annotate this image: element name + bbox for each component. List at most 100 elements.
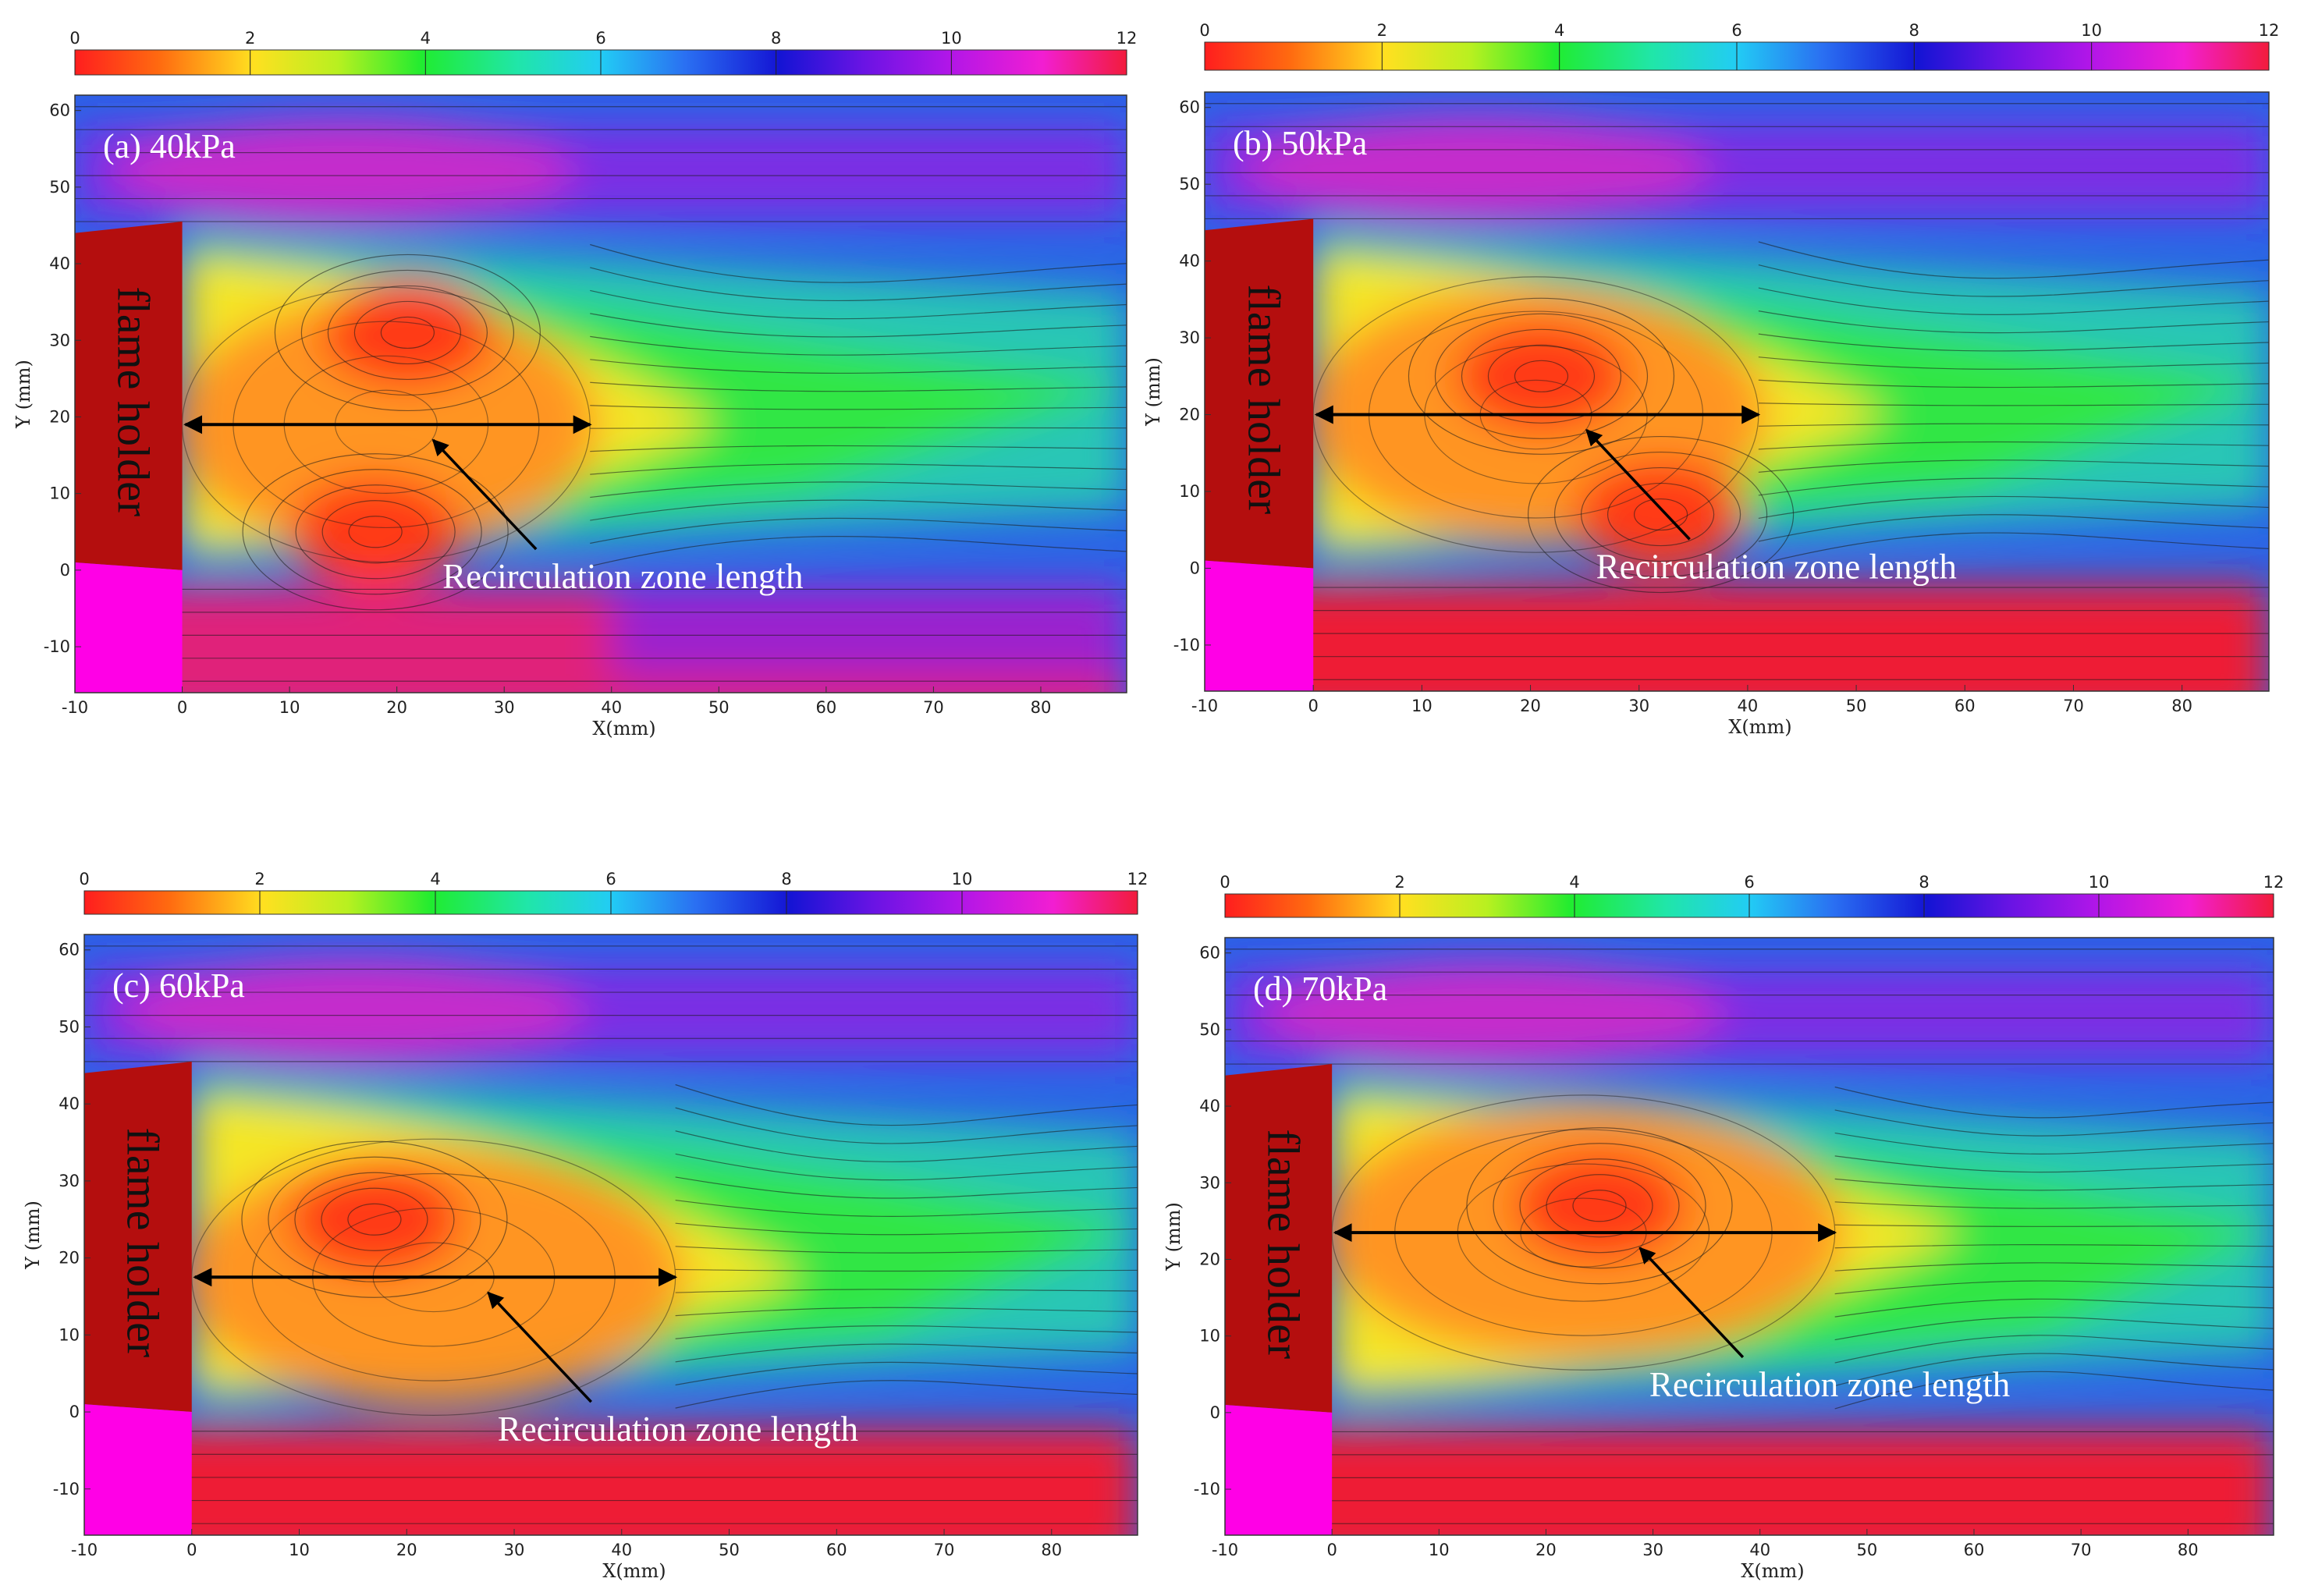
- y-axis-label: Y (mm): [22, 1201, 44, 1270]
- flame-holder-base: [84, 1404, 192, 1535]
- x-tick-label: 80: [1031, 698, 1052, 717]
- y-tick-label: 0: [60, 561, 70, 580]
- velocity-field: [84, 935, 1138, 1535]
- x-tick-label: 70: [934, 1541, 955, 1559]
- colorbar-tick-label: 8: [771, 29, 781, 48]
- flame-holder: [84, 1061, 192, 1413]
- panel-label: (b) 50kPa: [1233, 124, 1367, 162]
- x-tick-label: 70: [923, 698, 944, 717]
- colorbar-tick-label: 6: [1744, 873, 1754, 892]
- panel-label: (d) 70kPa: [1253, 970, 1387, 1008]
- y-tick-label: 10: [1179, 482, 1200, 501]
- x-tick-label: 50: [1846, 697, 1867, 715]
- y-tick-label: 20: [1179, 406, 1200, 424]
- x-tick-label: 40: [1749, 1541, 1770, 1559]
- streamlines: [1225, 949, 2274, 1524]
- flame-holder-base: [75, 562, 183, 693]
- y-tick-label: 10: [1199, 1327, 1220, 1346]
- annotation-label: Recirculation zone length: [1649, 1365, 2010, 1404]
- y-tick-label: 50: [49, 178, 70, 197]
- x-tick-label: 30: [504, 1541, 525, 1559]
- colorbar-tick-label: 10: [2081, 21, 2102, 40]
- y-axis-label: Y (mm): [1142, 357, 1164, 427]
- colorbar-tick-label: 10: [952, 870, 973, 888]
- x-tick-label: 0: [1326, 1541, 1337, 1559]
- colorbar-tick-label: 12: [1127, 870, 1148, 888]
- x-tick-label: 60: [826, 1541, 847, 1559]
- velocity-field: [1225, 938, 2274, 1535]
- x-tick-label: -10: [71, 1541, 98, 1559]
- flame-holder-base: [1205, 560, 1314, 691]
- x-tick-label: -10: [1191, 697, 1218, 715]
- x-tick-label: 40: [1738, 697, 1759, 715]
- annotation-pointer: [1585, 428, 1691, 541]
- y-tick-label: 30: [49, 331, 70, 349]
- y-tick-label: 40: [1179, 252, 1200, 271]
- x-axis-label: X(mm): [1728, 716, 1791, 738]
- plot-frame: [74, 94, 1127, 693]
- colorbar-tick-label: 6: [605, 870, 616, 888]
- velocity-field: [1205, 92, 2269, 691]
- flame-holder: [1205, 218, 1314, 569]
- x-tick-label: 10: [279, 698, 300, 717]
- x-axis-label: X(mm): [602, 1560, 666, 1582]
- colorbar-tick-label: 8: [1919, 873, 1929, 892]
- y-tick-label: 60: [49, 101, 70, 120]
- x-tick-label: -10: [1212, 1541, 1238, 1559]
- y-tick-label: 20: [59, 1249, 80, 1268]
- streamlines: [75, 106, 1127, 682]
- y-tick-label: 20: [1199, 1250, 1220, 1268]
- x-tick-label: 30: [494, 698, 515, 717]
- y-tick-label: 0: [69, 1403, 80, 1421]
- colorbar-tick-label: 2: [1394, 873, 1404, 892]
- y-tick-label: 10: [49, 484, 70, 503]
- x-tick-label: 20: [1535, 1541, 1557, 1559]
- y-tick-label: -10: [44, 637, 70, 656]
- flame-holder-label: flame holder: [118, 1128, 169, 1358]
- x-tick-label: -10: [62, 698, 88, 717]
- colorbar-tick-label: 10: [941, 29, 962, 48]
- colorbar-tick-label: 12: [2259, 21, 2280, 40]
- colorbar-tick-label: 10: [2089, 873, 2110, 892]
- x-axis-label: X(mm): [1741, 1560, 1804, 1582]
- y-tick-label: -10: [1173, 636, 1200, 654]
- y-tick-label: 20: [49, 407, 70, 426]
- colorbar-tick-label: 12: [1117, 29, 1138, 48]
- x-tick-label: 70: [2071, 1541, 2092, 1559]
- x-tick-label: 80: [1041, 1541, 1062, 1559]
- colorbar-tick-label: 0: [69, 29, 80, 48]
- y-tick-label: 50: [1179, 175, 1200, 193]
- colorbar-tick-label: 0: [79, 870, 89, 888]
- colorbar-tick-label: 6: [595, 29, 605, 48]
- flame-holder-label: flame holder: [1258, 1129, 1308, 1359]
- x-tick-label: 60: [1964, 1541, 1985, 1559]
- x-tick-label: 0: [177, 698, 187, 717]
- colorbar-tick-label: 4: [1554, 21, 1564, 40]
- y-tick-label: -10: [53, 1480, 80, 1498]
- colorbar-tick-label: 4: [421, 29, 431, 48]
- x-tick-label: 80: [2171, 697, 2192, 715]
- colorbar-tick-label: 2: [1377, 21, 1387, 40]
- x-tick-label: 20: [386, 698, 407, 717]
- velocity-field: [75, 95, 1127, 693]
- panel-b: 0 2 4 6 8 10 12 flame holder Recirculation zone …: [1142, 21, 2279, 738]
- x-tick-label: 10: [1429, 1541, 1450, 1559]
- annotation-label: Recirculation zone length: [1596, 547, 1957, 586]
- plot-frame: [83, 934, 1138, 1536]
- y-tick-label: 40: [59, 1094, 80, 1113]
- panel-label: (c) 60kPa: [112, 966, 245, 1005]
- y-tick-label: 40: [49, 254, 70, 273]
- x-axis-label: X(mm): [592, 718, 655, 739]
- x-tick-label: 40: [601, 698, 622, 717]
- x-tick-label: 0: [186, 1541, 197, 1559]
- x-tick-label: 0: [1308, 697, 1318, 715]
- y-tick-label: 50: [59, 1017, 80, 1036]
- annotation-label: Recirculation zone length: [498, 1410, 858, 1449]
- x-tick-label: 40: [611, 1541, 632, 1559]
- x-tick-label: 30: [1642, 1541, 1663, 1559]
- colorbar-tick-label: 8: [781, 870, 791, 888]
- flame-holder-label: flame holder: [1238, 284, 1289, 514]
- flame-holder: [75, 222, 183, 570]
- y-tick-label: 40: [1199, 1097, 1220, 1115]
